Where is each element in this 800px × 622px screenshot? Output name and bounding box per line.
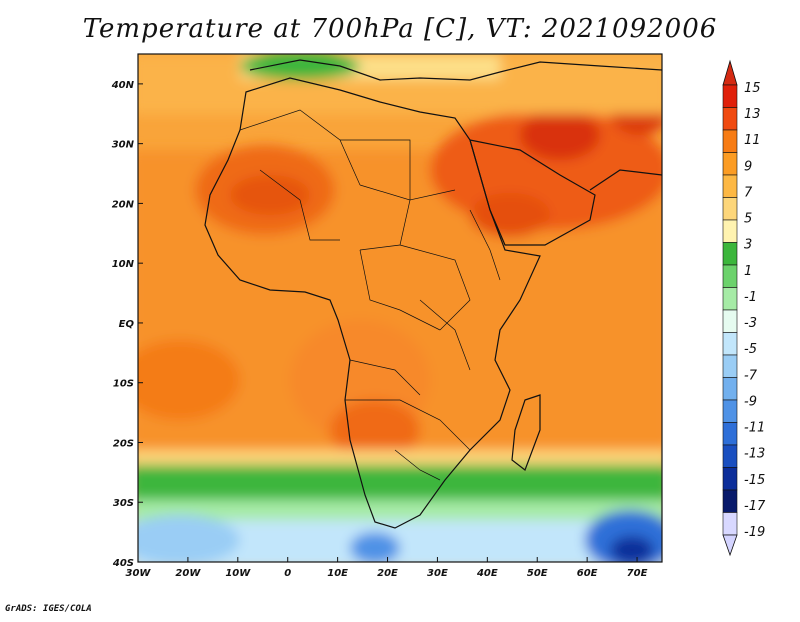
- lat-tick-label: EQ: [119, 319, 135, 330]
- colorbar-label: -15: [744, 473, 765, 488]
- colorbar-swatch: [722, 354, 738, 378]
- colorbar-label: -19: [744, 525, 765, 540]
- colorbar-label: 9: [744, 159, 752, 174]
- colorbar-label: -1: [744, 290, 757, 305]
- colorbar: 15 13 11 9 7 5 3 1 -1 -3 -5 -7 -9 -11 -13 -15 -17 -19: [722, 59, 766, 557]
- colorbar-bottom-arrow: [722, 534, 738, 557]
- colorbar-swatch: [722, 107, 738, 131]
- colorbar-label: -3: [744, 316, 757, 331]
- lat-tick-label: 30S: [113, 498, 134, 509]
- colorbar-swatch: [722, 152, 738, 176]
- colorbar-swatch: [722, 197, 738, 221]
- lon-tick-label: 60E: [577, 568, 598, 579]
- lon-tick-label: 0: [284, 568, 291, 579]
- lon-tick-label: 30W: [126, 568, 152, 579]
- map-frame: [137, 53, 663, 563]
- lat-tick-label: 40N: [111, 80, 135, 91]
- colorbar-label: 5: [744, 212, 752, 227]
- lon-tick-label: 20W: [175, 568, 201, 579]
- lat-tick-label: 40S: [112, 558, 134, 569]
- colorbar-label: 13: [744, 107, 761, 122]
- lat-tick-label: 10N: [112, 259, 135, 270]
- colorbar-label: -7: [744, 368, 758, 383]
- lon-tick-label: 50E: [527, 568, 548, 579]
- lon-tick-label: 30E: [427, 568, 448, 579]
- lat-tick-label: 20N: [112, 199, 135, 210]
- colorbar-swatch: [722, 489, 738, 513]
- colorbar-swatch: [722, 129, 738, 153]
- colorbar-label: 7: [744, 185, 753, 200]
- colorbar-top-arrow: [722, 59, 738, 86]
- colorbar-swatch: [722, 399, 738, 423]
- longitude-ticks: 30W 20W 10W 0 10E 20E 30E 40E 50E 60E 70E: [126, 557, 648, 579]
- colorbar-swatch: [722, 264, 738, 288]
- lat-tick-label: 20S: [113, 438, 134, 449]
- colorbar-label: -17: [744, 499, 766, 514]
- latitude-ticks: 40N 30N 20N 10N EQ 10S 20S 30S 40S: [111, 80, 143, 569]
- temperature-field: [138, 54, 662, 562]
- colorbar-label: 1: [744, 264, 752, 279]
- colorbar-swatch: [722, 512, 738, 536]
- lat-tick-label: 10S: [113, 379, 134, 390]
- lon-tick-label: 20E: [377, 568, 398, 579]
- map-title: Temperature at 700hPa [C], VT: 202109200…: [82, 14, 718, 44]
- colorbar-swatch: [722, 332, 738, 356]
- colorbar-swatch: [722, 444, 738, 468]
- lat-tick-label: 30N: [112, 140, 135, 151]
- colorbar-swatch: [722, 174, 738, 198]
- colorbar-label: -13: [744, 447, 765, 462]
- credit-text: GrADS: IGES/COLA: [5, 604, 92, 614]
- colorbar-label: 11: [744, 133, 761, 148]
- colorbar-swatch: [722, 287, 738, 311]
- coastlines: [204, 59, 662, 529]
- lon-tick-label: 10W: [225, 568, 251, 579]
- lon-tick-label: 40E: [476, 568, 498, 579]
- lon-tick-label: 10E: [327, 568, 348, 579]
- colorbar-swatch: [722, 309, 738, 333]
- colorbar-label: -5: [744, 342, 757, 357]
- colorbar-label: 3: [744, 238, 752, 253]
- colorbar-label: -9: [744, 394, 757, 409]
- colorbar-swatch: [722, 422, 738, 446]
- lon-tick-label: 70E: [627, 568, 648, 579]
- country-borders: [239, 109, 501, 481]
- colorbar-swatch: [722, 467, 738, 491]
- colorbar-label: 15: [744, 81, 761, 96]
- colorbar-swatch: [722, 84, 738, 108]
- colorbar-swatch: [722, 242, 738, 266]
- colorbar-label: -11: [744, 421, 765, 436]
- colorbar-swatch: [722, 377, 738, 401]
- colorbar-swatch: [722, 219, 738, 243]
